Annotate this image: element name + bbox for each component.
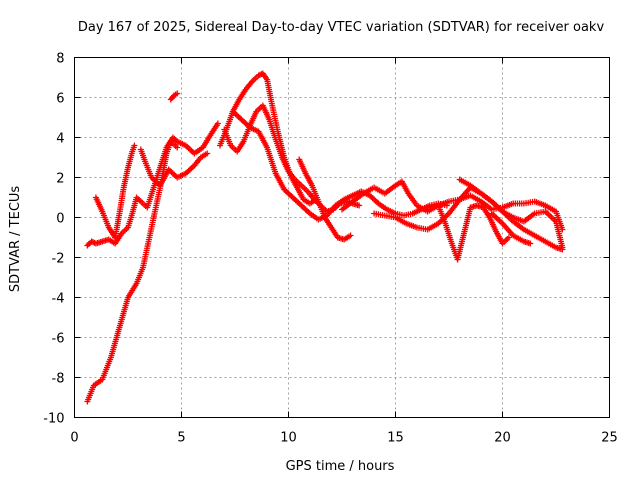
series-track-13 (456, 176, 566, 253)
y-tick-label: 0 (56, 212, 64, 227)
y-tick-label: -2 (52, 252, 65, 267)
data-point (174, 90, 181, 97)
data-series (84, 70, 566, 405)
y-axis-label: SDTVAR / TECUs (8, 186, 23, 293)
series-track-2 (84, 120, 221, 249)
series-track-12 (424, 202, 512, 263)
series-track-5 (167, 90, 181, 103)
y-tick-label: 2 (56, 172, 64, 187)
data-point (204, 150, 211, 157)
series-track-3 (92, 142, 138, 241)
x-tick-label: 5 (177, 431, 185, 446)
x-tick-label: 20 (494, 431, 511, 446)
data-point (131, 142, 138, 149)
x-tick-labels: 0 5 10 15 20 25 (70, 431, 617, 446)
axis-ticks (74, 57, 610, 418)
y-tick-label: 8 (56, 52, 64, 67)
data-point (527, 240, 534, 247)
data-point (214, 120, 221, 127)
chart-title: Day 167 of 2025, Sidereal Day-to-day VTE… (78, 20, 605, 35)
y-tick-label: -8 (52, 372, 65, 387)
data-point (356, 202, 363, 209)
y-tick-label: -10 (43, 412, 64, 427)
y-tick-label: 4 (56, 132, 64, 147)
x-tick-label: 10 (280, 431, 297, 446)
data-point (174, 144, 181, 151)
y-tick-label: 6 (56, 92, 64, 107)
x-tick-label: 25 (601, 431, 618, 446)
x-tick-label: 0 (70, 431, 78, 446)
x-tick-label: 15 (387, 431, 404, 446)
data-point (505, 234, 512, 241)
series-track-14 (488, 210, 534, 247)
series-track-9 (296, 156, 354, 243)
y-tick-label: -6 (52, 332, 65, 347)
series-track-4 (137, 146, 211, 189)
data-point (559, 246, 566, 253)
x-axis-label: GPS time / hours (286, 459, 395, 474)
y-tick-labels: -10 -8 -6 -4 -2 0 2 4 6 8 (43, 52, 64, 427)
data-point (347, 232, 354, 239)
plot-frame (74, 57, 610, 418)
y-tick-label: -4 (52, 292, 65, 307)
